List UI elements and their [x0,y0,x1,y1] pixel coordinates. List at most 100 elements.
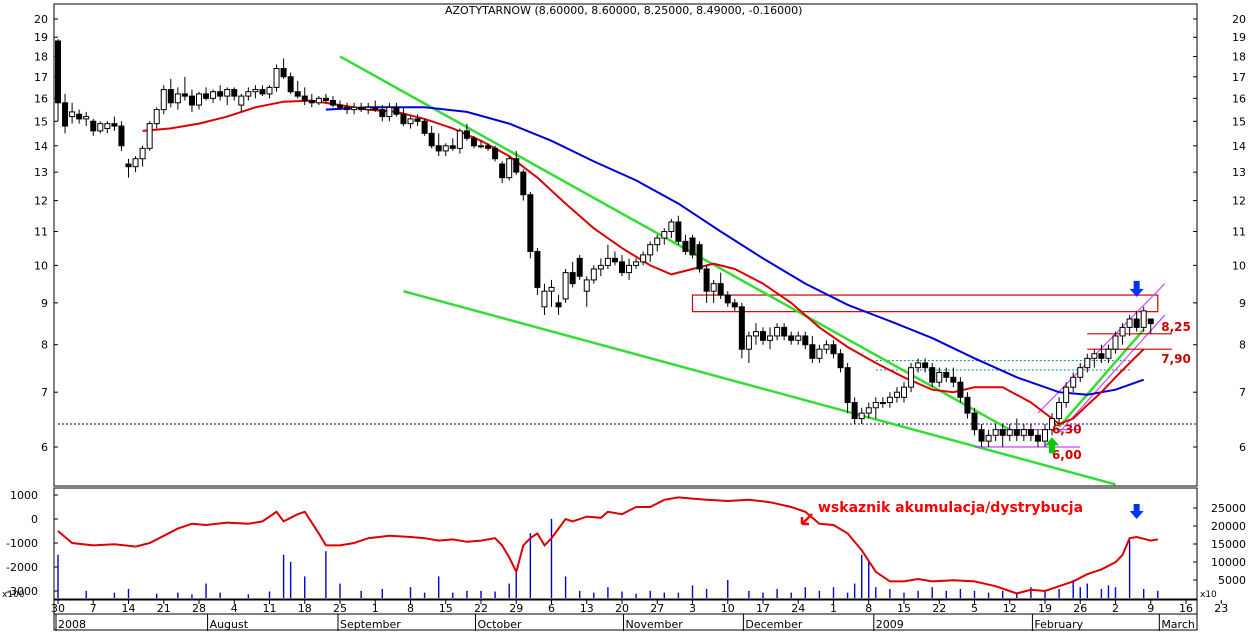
candle-body [153,109,160,125]
ad-annotation-arrow [800,513,813,526]
candle-body [280,68,287,78]
candle-body [689,237,696,256]
price-tick-label-right: 19 [1232,31,1246,44]
x-day-label: 5 [971,602,978,615]
candle-body [188,95,195,106]
price-tick-label-left: 10 [34,259,48,272]
candle-body [611,257,618,263]
candle-body [774,326,781,337]
candle-body [386,106,393,118]
ad-annotation: wskaznik akumulacja/dystrybucja [818,500,1083,516]
candle-body [266,86,273,95]
candle-body [294,91,301,97]
candle-body [555,302,562,308]
candle-body [767,335,774,341]
x-month-label: 2009 [876,618,904,631]
x-day-label: 22 [932,602,946,615]
candle-body [301,95,308,102]
candle-body [428,132,435,147]
right-unit-label: x10 [1200,590,1217,600]
x-day-label: 12 [1003,602,1017,615]
price-tick-label-right: 11 [1232,226,1246,239]
x-day-label: 10 [721,602,735,615]
candle-body [273,68,280,88]
candle-body [478,145,484,148]
x-day-label: 16 [1179,602,1193,615]
candle-body [463,130,470,139]
candle-body [139,147,146,160]
candle-body [435,145,442,152]
candle-body [456,130,463,149]
candle-body [442,145,449,152]
price-tick-label-left: 18 [34,50,48,63]
candle-body [562,272,569,300]
candle-body [661,231,668,239]
x-day-label: 2 [1112,602,1119,615]
price-annotations: 8,25 7,90 6,30 6,00 [1045,280,1191,462]
candle-body [90,120,97,132]
x-day-label: 25 [333,602,347,615]
price-tick-label-right: 9 [1239,297,1246,310]
price-tick-label-left: 19 [34,31,48,44]
x-day-label: 19 [1038,602,1052,615]
candle-body [329,100,336,106]
price-tick-label-right: 12 [1232,195,1246,208]
candle-body [513,158,520,173]
ad-tick-label: 1000 [10,489,38,502]
x-axis: 30 7 14 21 28 4 11 18 25 1 8 15 22 29 6 13 20 27 3 10 17 24 1 8… [51,600,1228,631]
ad-tick-label: -3000 [6,585,38,598]
price-tick-label-right: 8 [1239,339,1246,352]
price-tick-label-right: 6 [1239,441,1246,454]
candle-body [344,106,351,111]
price-tick-label-left: 15 [34,115,48,128]
candle-body [569,272,576,285]
candle-body [167,89,174,104]
price-tick-label-right: 18 [1232,50,1246,63]
price-tick-label-right: 15 [1232,115,1246,128]
ad-line [57,496,1158,595]
x-day-label: 1 [372,602,379,615]
candle-body [132,158,139,168]
price-tick-label-left: 8 [41,339,48,352]
candle-body [971,412,978,431]
x-month-label: December [745,618,803,631]
candle-body [322,97,329,102]
candle-body [541,290,548,308]
candle-body [752,331,759,337]
candle-body [985,434,992,442]
candle-body [795,335,802,341]
volume-tick-label: 25000 [1211,502,1246,515]
candle-body [393,106,400,115]
x-day-label: 7 [90,602,97,615]
x-month-label: November [626,618,684,631]
price-annotation: 6,00 [1052,448,1082,462]
trend-line [339,55,1011,431]
candle-body [1013,429,1020,436]
x-day-label: 1 [830,602,837,615]
candle-body [97,123,104,132]
candle-body [55,40,61,104]
candle-body [407,118,414,125]
x-day-label: 18 [298,602,312,615]
x-day-label: 3 [689,602,696,615]
candle-body [534,250,541,288]
candle-body [1112,335,1119,350]
candle-body [358,106,365,111]
price-annotation: 6,30 [1052,423,1082,437]
candle-body [893,391,900,398]
volume-tick-label: 20000 [1211,520,1246,533]
candle-body [886,396,893,404]
price-tick-label-left: 6 [41,441,48,454]
candle-body [851,402,858,420]
volume-bars [57,518,1159,598]
candle-body [181,93,188,97]
candle-body [696,244,703,270]
volume-tick-label: 15000 [1211,538,1246,551]
x-day-label: 22 [474,602,488,615]
candle-body [633,261,640,266]
price-annotation: 7,90 [1161,352,1191,366]
candle-body [414,118,421,122]
x-day-label: 15 [439,602,453,615]
candle-body [210,91,217,99]
candle-body [915,362,922,369]
